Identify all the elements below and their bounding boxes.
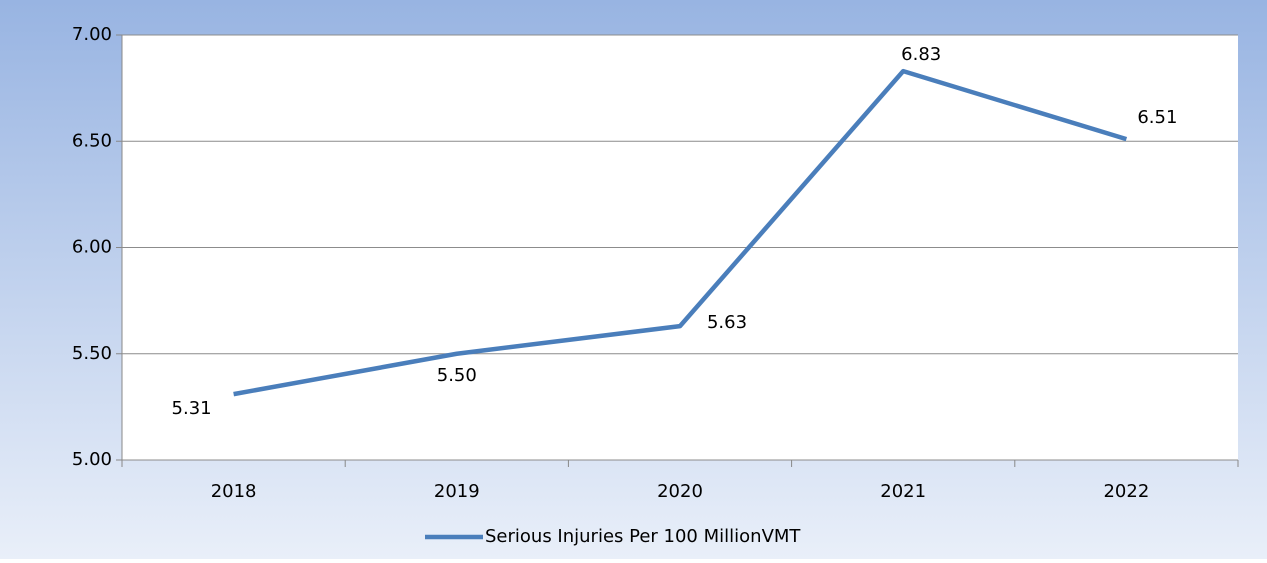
x-tick-label: 2021	[880, 481, 926, 502]
y-tick-label: 5.50	[72, 343, 112, 364]
data-label: 5.63	[707, 312, 747, 333]
x-tick-label: 2022	[1103, 481, 1149, 502]
x-tick-label: 2019	[434, 481, 480, 502]
data-label: 6.83	[901, 44, 941, 65]
y-tick-label: 7.00	[72, 24, 112, 45]
data-label: 6.51	[1137, 107, 1177, 128]
data-label: 5.50	[437, 365, 477, 386]
data-label: 5.31	[172, 398, 212, 419]
y-tick-label: 5.00	[72, 449, 112, 470]
x-tick-label: 2018	[211, 481, 257, 502]
legend-label: Serious Injuries Per 100 MillionVMT	[485, 526, 801, 547]
data-line	[233, 68, 1128, 397]
x-tick-label: 2020	[657, 481, 703, 502]
y-tick-label: 6.50	[72, 130, 112, 151]
y-tick-label: 6.00	[72, 237, 112, 258]
